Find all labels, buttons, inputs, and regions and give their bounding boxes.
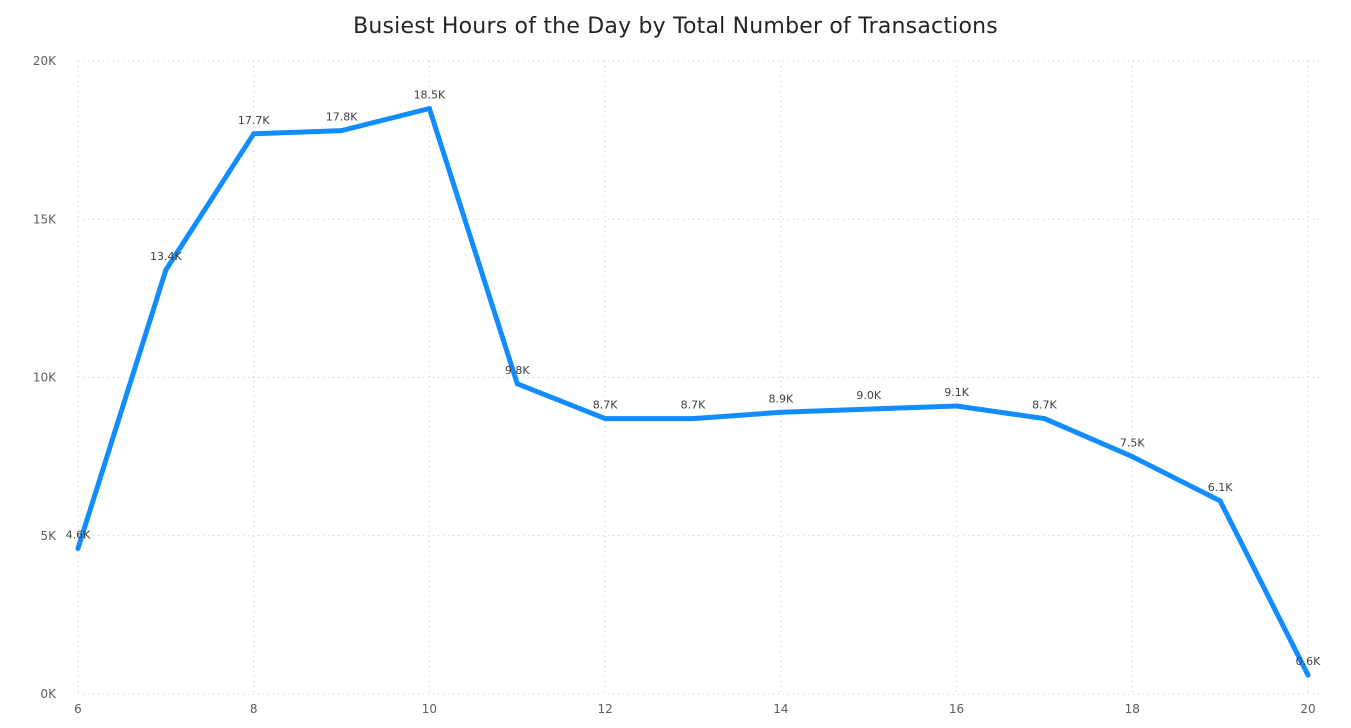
data-label: 9.0K xyxy=(856,389,881,402)
data-label: 0.6K xyxy=(1296,655,1321,668)
x-tick-label: 10 xyxy=(422,702,437,716)
data-label: 7.5K xyxy=(1120,437,1145,450)
data-label: 17.8K xyxy=(326,111,358,124)
y-tick-label: 15K xyxy=(33,212,57,226)
data-label: 9.1K xyxy=(944,386,969,399)
data-label: 6.1K xyxy=(1208,481,1233,494)
x-tick-label: 14 xyxy=(773,702,788,716)
data-point xyxy=(75,545,81,551)
data-label: 13.4K xyxy=(150,250,182,263)
data-point xyxy=(339,128,345,134)
series-line xyxy=(75,106,1311,678)
x-tick-label: 16 xyxy=(949,702,964,716)
data-point xyxy=(778,409,784,415)
data-point xyxy=(866,406,872,412)
data-point xyxy=(1041,416,1047,422)
data-label: 17.7K xyxy=(238,114,270,127)
data-label: 8.9K xyxy=(768,392,793,405)
data-label: 18.5K xyxy=(414,88,446,101)
y-tick-label: 0K xyxy=(40,687,57,701)
y-axis-ticks: 0K 5K 10K 15K 20K xyxy=(33,54,57,701)
data-label: 8.7K xyxy=(1032,399,1057,412)
data-label: 9.8K xyxy=(505,364,530,377)
data-label: 8.7K xyxy=(681,399,706,412)
data-point xyxy=(514,381,520,387)
data-point xyxy=(602,416,608,422)
y-tick-label: 20K xyxy=(33,54,57,68)
data-label: 4.6K xyxy=(66,528,91,541)
x-axis-ticks: 6 8 10 12 14 16 18 20 xyxy=(74,702,1315,716)
grid-lines xyxy=(77,60,1322,695)
data-point xyxy=(251,131,257,137)
data-label: 8.7K xyxy=(593,399,618,412)
chart-title: Busiest Hours of the Day by Total Number… xyxy=(353,14,998,39)
data-point xyxy=(163,267,169,273)
y-tick-label: 10K xyxy=(33,371,57,385)
data-point xyxy=(426,105,432,111)
data-point xyxy=(1129,454,1135,460)
x-tick-label: 12 xyxy=(598,702,613,716)
series-lines xyxy=(75,105,1311,678)
data-point xyxy=(1305,672,1311,678)
x-tick-label: 8 xyxy=(250,702,258,716)
x-tick-label: 6 xyxy=(74,702,82,716)
data-point xyxy=(954,403,960,409)
x-tick-label: 18 xyxy=(1125,702,1140,716)
y-tick-label: 5K xyxy=(40,529,57,543)
x-tick-label: 20 xyxy=(1300,702,1315,716)
data-point xyxy=(1217,498,1223,504)
data-labels: 4.6K 13.4K 17.7K 17.8K 18.5K 9.8K 8.7K 8.7K 8.9K… xyxy=(66,88,1321,668)
data-point xyxy=(690,416,696,422)
